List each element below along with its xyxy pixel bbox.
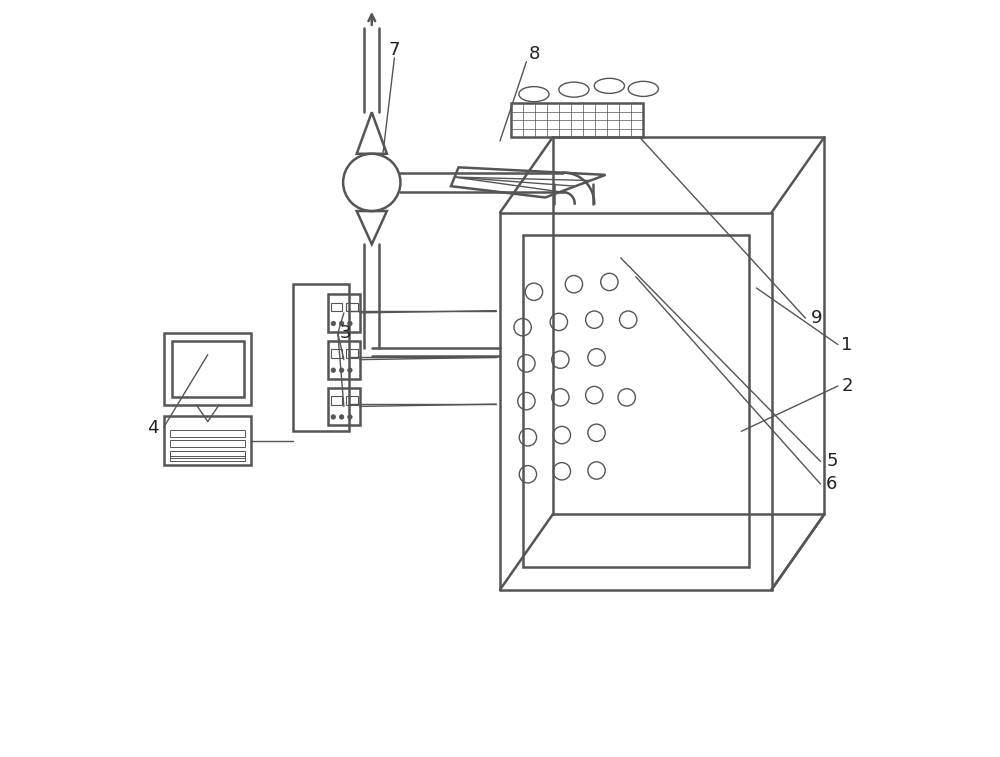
Text: 6: 6	[826, 475, 838, 493]
Circle shape	[331, 321, 336, 326]
Text: 2: 2	[841, 377, 853, 395]
Text: 8: 8	[528, 45, 540, 63]
Bar	[346, 350, 358, 358]
Circle shape	[331, 368, 336, 372]
Bar	[523, 235, 749, 567]
Bar	[511, 103, 643, 137]
Circle shape	[331, 415, 336, 419]
Bar	[170, 441, 245, 447]
Bar	[170, 451, 245, 458]
Bar	[331, 303, 342, 311]
Bar	[293, 284, 349, 431]
Bar	[170, 456, 245, 461]
Bar	[170, 430, 245, 437]
Circle shape	[339, 321, 344, 326]
Circle shape	[339, 415, 344, 419]
Text: 5: 5	[826, 453, 838, 470]
Bar	[328, 388, 360, 425]
Bar	[331, 350, 342, 358]
Circle shape	[348, 415, 352, 419]
Bar	[331, 396, 342, 404]
Bar	[172, 341, 244, 397]
Circle shape	[348, 321, 352, 326]
Bar	[328, 341, 360, 378]
Bar	[164, 333, 251, 405]
Bar	[328, 294, 360, 332]
Text: 9: 9	[811, 309, 823, 327]
Text: 1: 1	[841, 335, 853, 354]
Bar	[164, 416, 251, 466]
Circle shape	[339, 368, 344, 372]
Bar	[346, 303, 358, 311]
Text: 7: 7	[389, 42, 400, 59]
Circle shape	[348, 368, 352, 372]
Text: 3: 3	[340, 324, 351, 342]
Bar	[346, 396, 358, 404]
Text: 4: 4	[147, 419, 159, 437]
